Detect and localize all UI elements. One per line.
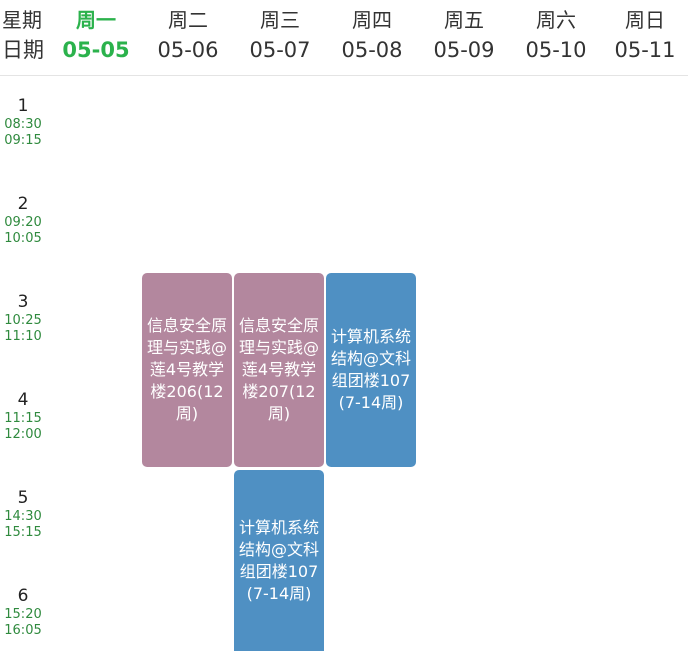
period-start: 10:25: [4, 313, 42, 328]
header-day-sun[interactable]: 周日 05-11: [602, 0, 688, 76]
day-date: 05-11: [614, 38, 676, 62]
period-number: 3: [17, 292, 29, 312]
period-6: 6 15:20 16:05: [0, 586, 46, 639]
day-name: 周三: [260, 8, 300, 32]
period-end: 16:05: [4, 623, 42, 638]
period-start: 14:30: [4, 509, 42, 524]
day-date: 05-06: [157, 38, 219, 62]
course-card-wed-3-4[interactable]: 信息安全原理与实践@莲4号教学楼207(12周): [234, 273, 324, 467]
period-1: 1 08:30 09:15: [0, 96, 46, 149]
day-date: 05-10: [525, 38, 587, 62]
period-end: 11:10: [4, 329, 42, 344]
period-end: 12:00: [4, 427, 42, 442]
period-2: 2 09:20 10:05: [0, 194, 46, 247]
header-day-fri[interactable]: 周五 05-09: [418, 0, 510, 76]
header-day-wed[interactable]: 周三 05-07: [234, 0, 326, 76]
day-date: 05-08: [341, 38, 403, 62]
day-date: 05-07: [249, 38, 311, 62]
header-day-thu[interactable]: 周四 05-08: [326, 0, 418, 76]
day-name: 周六: [536, 8, 576, 32]
period-number: 2: [17, 194, 29, 214]
period-end: 10:05: [4, 231, 42, 246]
course-card-wed-5-6[interactable]: 计算机系统结构@文科组团楼107(7-14周): [234, 470, 324, 651]
period-3: 3 10:25 11:10: [0, 292, 46, 345]
day-date: 05-05: [62, 38, 130, 62]
period-start: 08:30: [4, 117, 42, 132]
period-start: 15:20: [4, 607, 42, 622]
week-header: 星期 日期 周一 05-05 周二 05-06 周三 05-07 周四 05-0…: [0, 0, 688, 76]
day-date: 05-09: [433, 38, 495, 62]
header-label-column: 星期 日期: [0, 0, 46, 76]
period-start: 11:15: [4, 411, 42, 426]
period-4: 4 11:15 12:00: [0, 390, 46, 443]
header-day-tue[interactable]: 周二 05-06: [142, 0, 234, 76]
course-card-thu-3-4[interactable]: 计算机系统结构@文科组团楼107(7-14周): [326, 273, 416, 467]
course-card-tue-3-4[interactable]: 信息安全原理与实践@莲4号教学楼206(12周): [142, 273, 232, 467]
period-number: 5: [17, 488, 29, 508]
day-name: 周二: [168, 8, 208, 32]
week-label: 星期: [2, 8, 42, 32]
period-number: 1: [17, 96, 29, 116]
period-end: 15:15: [4, 525, 42, 540]
date-label: 日期: [2, 38, 44, 62]
day-name: 周五: [444, 8, 484, 32]
header-day-mon[interactable]: 周一 05-05: [50, 0, 142, 76]
day-name: 周四: [352, 8, 392, 32]
period-end: 09:15: [4, 133, 42, 148]
period-5: 5 14:30 15:15: [0, 488, 46, 541]
day-name: 周一: [76, 8, 116, 32]
period-start: 09:20: [4, 215, 42, 230]
day-name: 周日: [625, 8, 665, 32]
header-day-sat[interactable]: 周六 05-10: [510, 0, 602, 76]
period-number: 6: [17, 586, 29, 606]
period-number: 4: [17, 390, 29, 410]
